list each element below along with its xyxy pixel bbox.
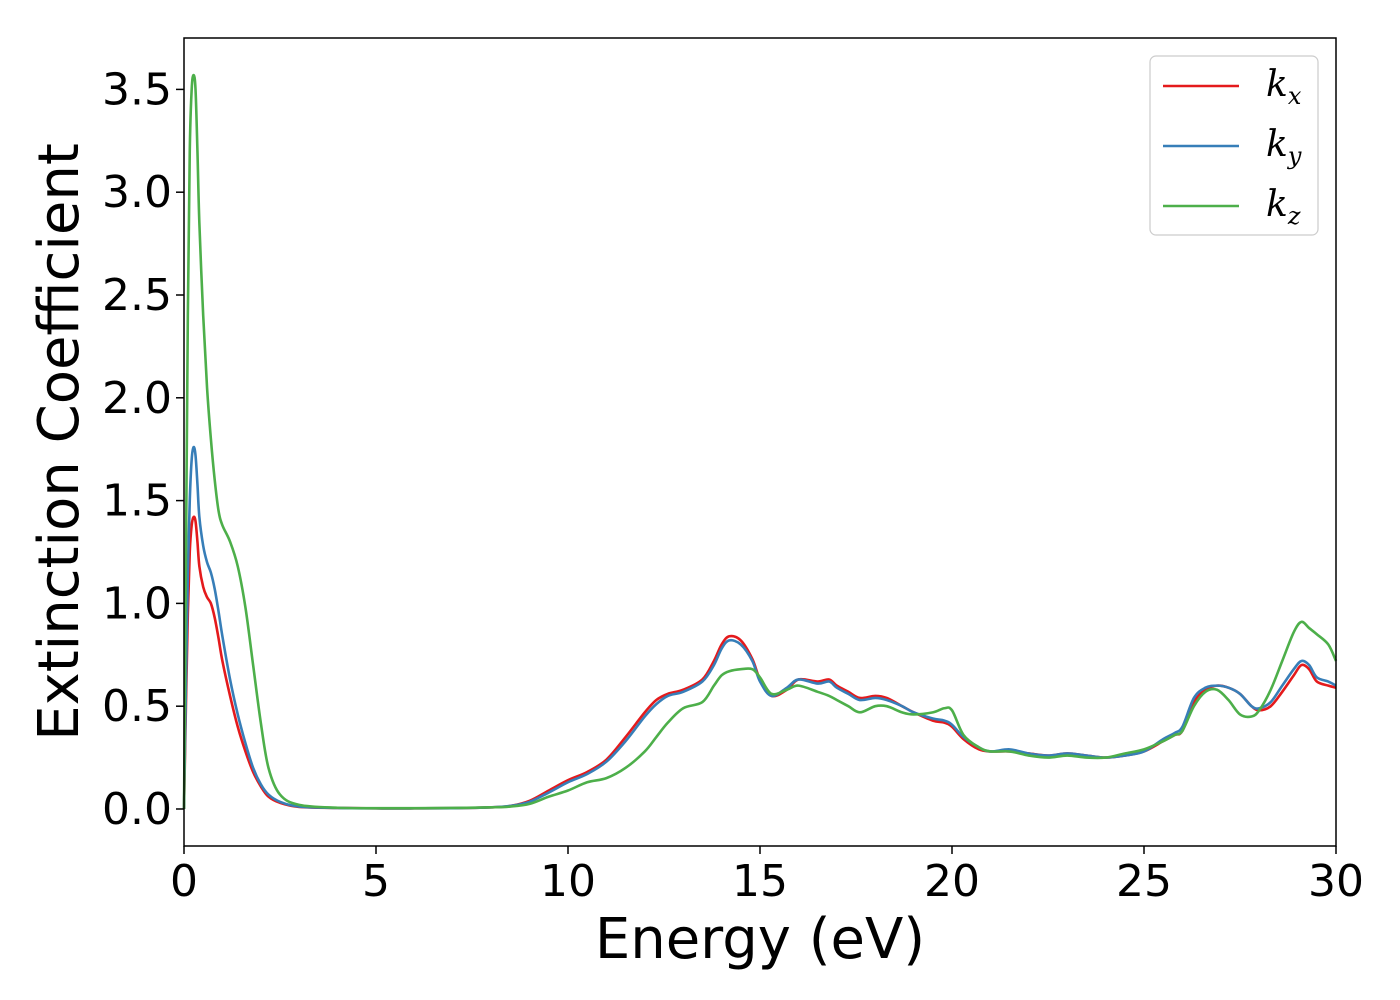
series-line-ky <box>182 445 1337 810</box>
x-tick-label: 25 <box>1116 856 1172 907</box>
legend: kx ky kz <box>1149 55 1319 236</box>
x-axis: 0 5 10 15 20 25 30 <box>170 846 1364 907</box>
x-tick-label: 20 <box>924 856 980 907</box>
x-axis-label: Energy (eV) <box>595 907 925 972</box>
y-axis-label: Extinction Coefficient <box>27 143 92 741</box>
legend-label-kz: kz <box>1266 184 1301 230</box>
y-tick-label: 2.0 <box>102 373 172 424</box>
y-tick-label: 2.5 <box>102 270 172 321</box>
y-tick-label: 1.0 <box>102 578 172 629</box>
y-tick-label: 1.5 <box>102 476 172 527</box>
x-tick-label: 15 <box>732 856 788 907</box>
x-tick-label: 0 <box>170 856 198 907</box>
x-tick-label: 30 <box>1308 856 1364 907</box>
series-lines <box>182 73 1338 810</box>
y-tick-label: 3.5 <box>102 64 172 115</box>
y-tick-label: 0.0 <box>102 784 172 835</box>
series-line-kx <box>182 515 1337 810</box>
x-tick-label: 10 <box>540 856 596 907</box>
y-tick-label: 3.0 <box>102 167 172 218</box>
legend-label-kx: kx <box>1266 64 1302 110</box>
y-axis: 0.0 0.5 1.0 1.5 2.0 2.5 3.0 3.5 <box>102 64 184 835</box>
legend-label-ky: ky <box>1266 124 1302 170</box>
x-tick-label: 5 <box>362 856 390 907</box>
y-tick-label: 0.5 <box>102 681 172 732</box>
series-line-kz <box>182 73 1338 810</box>
